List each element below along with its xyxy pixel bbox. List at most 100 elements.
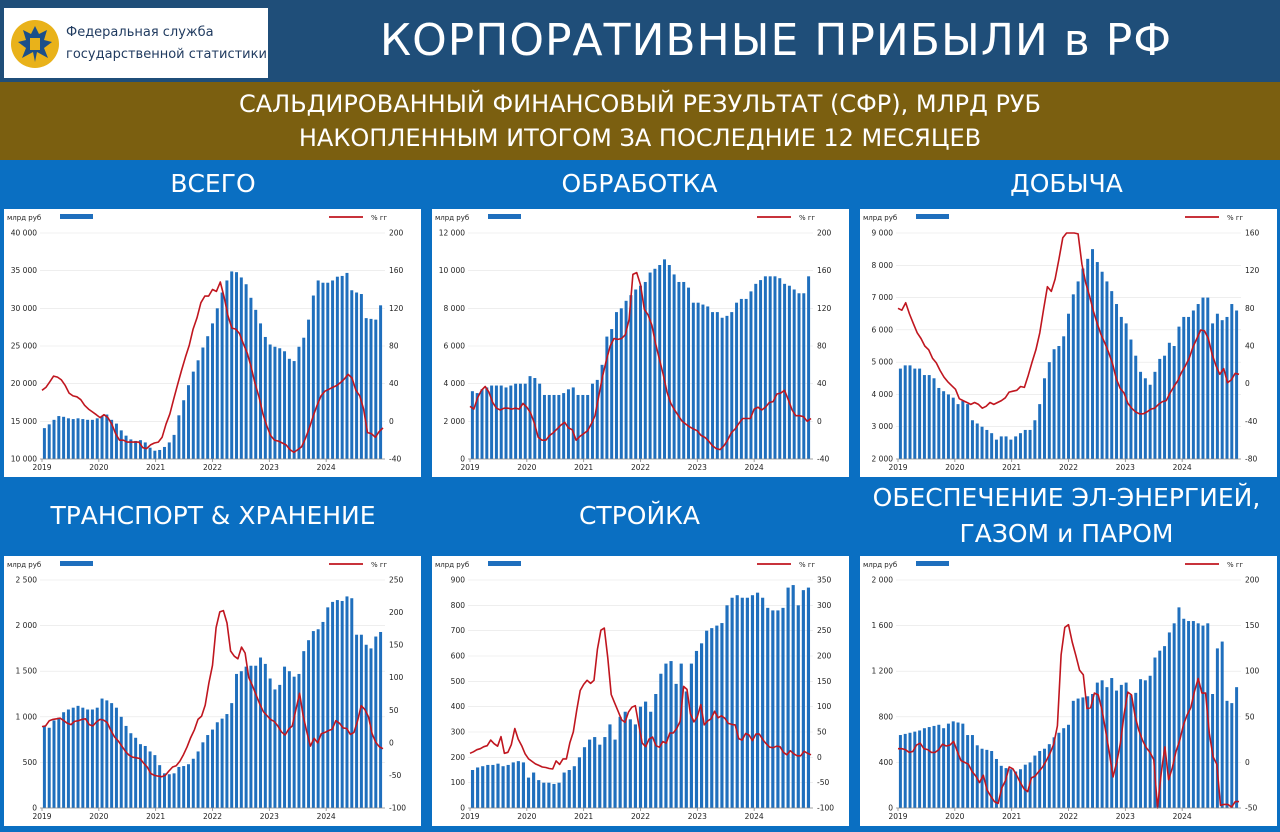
bar bbox=[571, 387, 575, 459]
bar bbox=[287, 671, 291, 808]
bar bbox=[633, 724, 637, 808]
bar bbox=[47, 727, 51, 808]
org-name-line1: Федеральная служба bbox=[66, 25, 214, 40]
rosstat-logo: Федеральная служба государственной стати… bbox=[4, 8, 268, 78]
bar bbox=[1086, 696, 1090, 808]
bar bbox=[679, 663, 683, 808]
bar bbox=[470, 391, 474, 459]
bar bbox=[162, 446, 166, 459]
x-tick-label: 2023 bbox=[260, 812, 279, 821]
bar bbox=[124, 725, 128, 808]
bar bbox=[1196, 623, 1200, 808]
left-tick-label: 2 500 bbox=[16, 576, 38, 585]
bar bbox=[311, 295, 315, 459]
bar bbox=[1172, 623, 1176, 808]
bar bbox=[162, 773, 166, 808]
bar bbox=[105, 700, 109, 808]
bar bbox=[235, 673, 239, 808]
bar bbox=[619, 308, 623, 459]
bar bbox=[119, 430, 123, 459]
bar bbox=[759, 280, 763, 459]
panel-title-manufacturing: ОБРАБОТКА bbox=[561, 169, 718, 198]
left-tick-label: 10 000 bbox=[439, 266, 465, 275]
bar bbox=[614, 312, 618, 459]
bar bbox=[771, 610, 775, 808]
left-tick-label: 20 000 bbox=[11, 379, 37, 388]
bar bbox=[1177, 607, 1181, 808]
x-tick-label: 2024 bbox=[745, 812, 764, 821]
bar bbox=[316, 280, 320, 459]
legend-line-label: % гг bbox=[1227, 214, 1244, 222]
bar bbox=[326, 282, 330, 459]
bar bbox=[1215, 648, 1219, 808]
right-tick-label: 80 bbox=[1245, 304, 1255, 313]
bar bbox=[526, 777, 531, 808]
legend-bars-swatch bbox=[60, 561, 93, 566]
bar bbox=[705, 630, 709, 808]
x-tick-label: 2023 bbox=[688, 812, 707, 821]
bar bbox=[52, 419, 56, 459]
right-tick-label: 40 bbox=[817, 379, 827, 388]
bar bbox=[355, 292, 359, 459]
x-tick-label: 2021 bbox=[146, 812, 165, 821]
bar bbox=[572, 766, 576, 808]
yoy-line bbox=[897, 232, 1240, 415]
bar bbox=[1182, 618, 1186, 808]
subtitle-line1: САЛЬДИРОВАННЫЙ ФИНАНСОВЫЙ РЕЗУЛЬТАТ (СФР… bbox=[238, 90, 1042, 118]
x-tick-label: 2024 bbox=[1173, 463, 1192, 472]
bar bbox=[215, 722, 219, 808]
bar bbox=[201, 742, 205, 808]
left-tick-label: 800 bbox=[451, 601, 466, 610]
bar bbox=[552, 394, 556, 459]
bar bbox=[1139, 371, 1143, 459]
bar bbox=[66, 709, 70, 808]
bar bbox=[918, 368, 922, 459]
bar bbox=[345, 272, 349, 459]
bar bbox=[644, 701, 648, 808]
bar bbox=[1172, 346, 1176, 459]
bar bbox=[773, 276, 777, 459]
bar bbox=[225, 280, 229, 459]
right-tick-label: 160 bbox=[1245, 229, 1260, 238]
right-tick-label: 100 bbox=[1245, 667, 1260, 676]
left-tick-label: 700 bbox=[451, 626, 466, 635]
bar bbox=[956, 404, 960, 459]
bar bbox=[119, 716, 123, 808]
bar bbox=[297, 346, 301, 459]
x-tick-label: 2024 bbox=[317, 463, 336, 472]
x-tick-label: 2020 bbox=[517, 812, 536, 821]
bar bbox=[518, 383, 522, 459]
bar bbox=[618, 716, 622, 808]
x-tick-label: 2019 bbox=[888, 812, 907, 821]
bar bbox=[913, 368, 917, 459]
bar bbox=[542, 394, 546, 459]
bar bbox=[623, 711, 627, 808]
x-tick-label: 2022 bbox=[203, 463, 222, 472]
bar bbox=[577, 757, 582, 808]
left-tick-label: 30 000 bbox=[11, 304, 37, 313]
bar bbox=[316, 629, 320, 808]
bar bbox=[379, 305, 383, 459]
bar bbox=[908, 732, 912, 808]
x-tick-label: 2022 bbox=[1059, 463, 1078, 472]
panel-title-construction: СТРОЙКА bbox=[578, 501, 701, 530]
left-tick-label: 25 000 bbox=[11, 342, 37, 351]
bar bbox=[1201, 297, 1205, 459]
bar bbox=[730, 597, 734, 808]
bar bbox=[706, 306, 710, 459]
bar bbox=[1129, 695, 1133, 808]
left-tick-label: 2 000 bbox=[16, 621, 38, 630]
bar bbox=[792, 289, 796, 459]
bar bbox=[654, 694, 658, 808]
bar bbox=[999, 765, 1003, 808]
bar bbox=[961, 400, 965, 459]
left-tick-label: 0 bbox=[32, 804, 37, 813]
x-tick-label: 2022 bbox=[203, 812, 222, 821]
bar bbox=[629, 295, 633, 459]
bar bbox=[740, 597, 744, 808]
left-tick-label: 400 bbox=[451, 702, 466, 711]
bar bbox=[374, 636, 378, 808]
right-tick-label: 120 bbox=[389, 304, 404, 313]
bar bbox=[129, 439, 133, 459]
bar bbox=[903, 365, 907, 459]
